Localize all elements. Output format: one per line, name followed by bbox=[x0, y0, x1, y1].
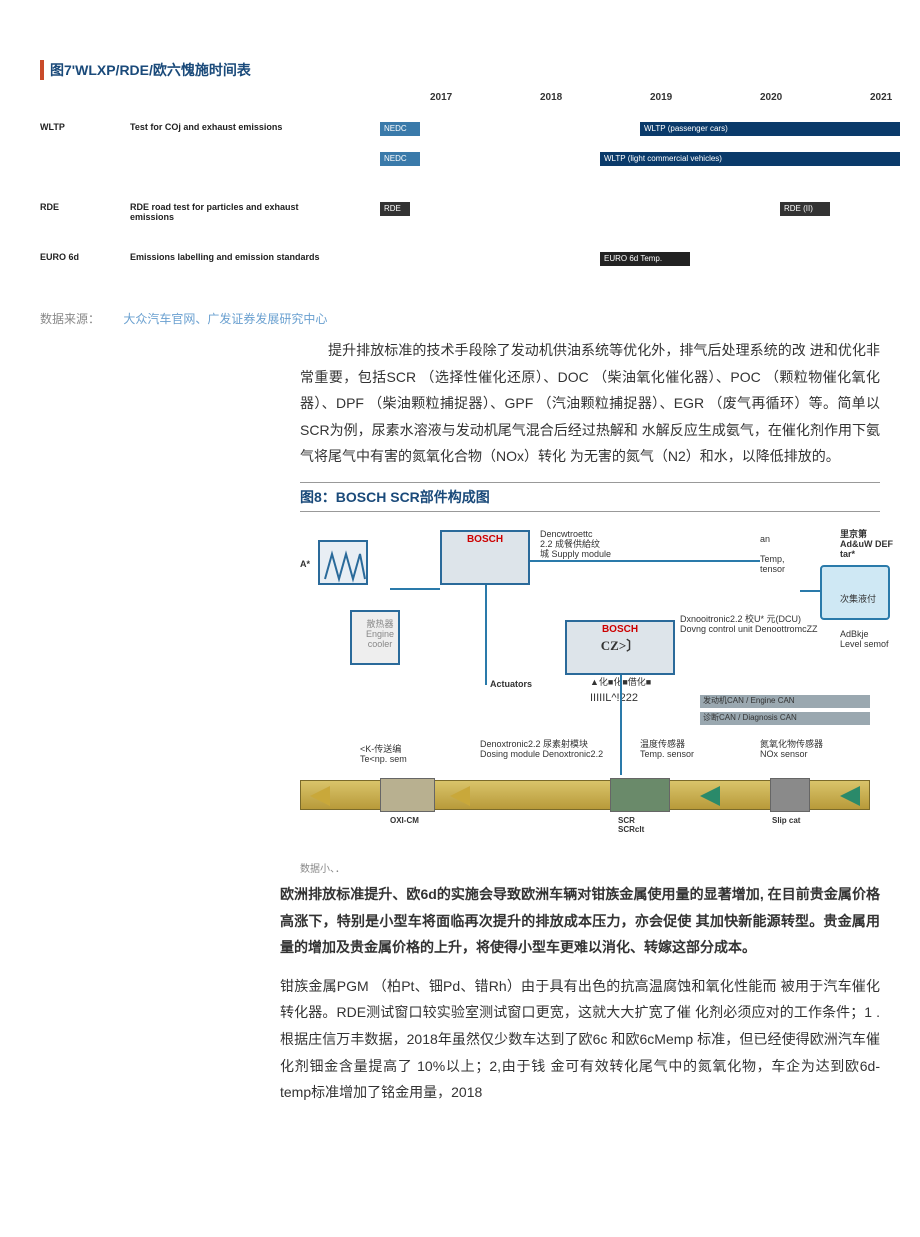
label-dosing: Denoxtronic2.2 尿素射模块Dosing module Denoxt… bbox=[480, 740, 620, 760]
row-label: WLTP bbox=[40, 122, 65, 132]
seg-label-slip: Slip cat bbox=[772, 816, 800, 825]
fig7-title: 图7'WLXP/RDE/欧六愧施时间表 bbox=[40, 60, 880, 80]
year-row: 2017 2018 2019 2020 2021 bbox=[40, 92, 880, 108]
label-nox-sensor: 氮氧化物传感器NOx sensor bbox=[760, 740, 870, 760]
timeline-bar: NEDC bbox=[380, 122, 420, 136]
row-label: EURO 6d bbox=[40, 252, 79, 262]
para2-text: 欧洲排放标准提升、欧6d的实施会导致欧洲车辆对钳族金属使用量的显著增加, 在目前… bbox=[280, 886, 880, 955]
timeline-bar: WLTP (light commercial vehicles) bbox=[600, 152, 900, 166]
fig7-timeline: 2017 2018 2019 2020 2021 WLTP Test for C… bbox=[40, 92, 880, 302]
seg-label-scr: SCRSCRclt bbox=[618, 816, 644, 834]
label-supply-module: Dencwtroettc2.2 成餐供給纹城 Supply module bbox=[540, 530, 630, 560]
fig7-source: 数据来源： 大众汽车官网、广发证券发展研究中心 bbox=[40, 310, 880, 327]
label-te-np: <K-传送编Te<np. sem bbox=[360, 745, 440, 765]
year-label: 2017 bbox=[430, 92, 452, 103]
fig8-title: 图8：BOSCH SCR部件构成图 bbox=[300, 482, 880, 512]
pipe-seg-oxi bbox=[380, 778, 435, 812]
timeline-bar: RDE (II) bbox=[780, 202, 830, 216]
label-actuators: Actuators bbox=[490, 680, 532, 690]
label-liqing: 里京第Ad&uW DEF tar* bbox=[840, 530, 910, 560]
bar-engine-can: 发动机CAN / Engine CAN bbox=[700, 695, 870, 708]
para1-text: 提升排放标准的技术手段除了发动机供油系统等优化外，排气后处理系统的改 进和优化非… bbox=[300, 342, 880, 464]
bosch-scr-diagram: A* BOSCH Dencwtroettc2.2 成餐供給纹城 Supply m… bbox=[300, 520, 880, 860]
box-sensor bbox=[318, 540, 368, 585]
timeline-bar: WLTP (passenger cars) bbox=[640, 122, 900, 136]
label-ciji: 次集液付 bbox=[840, 595, 910, 605]
timeline-bar: NEDC bbox=[380, 152, 420, 166]
para3-text: 钳族金属PGM （柏Pt、钿Pd、错Rh）由于具有出色的抗高温腐蚀和氧化性能而 … bbox=[280, 978, 880, 1100]
year-label: 2019 bbox=[650, 92, 672, 103]
row-desc: Test for COj and exhaust emissions bbox=[130, 122, 330, 132]
label-dcu: Dxnooitronic2.2 校U* 元(DCU)Dovng control … bbox=[680, 615, 830, 635]
fig8-caption: 数据小、． bbox=[300, 860, 880, 875]
label-adblue-level: AdBkjeLevel semof bbox=[840, 630, 910, 650]
year-label: 2021 bbox=[870, 92, 892, 103]
pipe-seg-scr bbox=[610, 778, 670, 812]
paragraph-3: 钳族金属PGM （柏Pt、钿Pd、错Rh）由于具有出色的抗高温腐蚀和氧化性能而 … bbox=[280, 973, 880, 1106]
bar-diag-can: 诊断CAN / Diagnosis CAN bbox=[700, 712, 870, 725]
year-label: 2018 bbox=[540, 92, 562, 103]
tank-adblue bbox=[820, 565, 890, 620]
row-desc: RDE road test for particles and exhaust … bbox=[130, 202, 330, 222]
label-cz: CZ>〕 bbox=[569, 635, 671, 654]
label-an: an bbox=[760, 535, 770, 545]
paragraph-1: 提升排放标准的技术手段除了发动机供油系统等优化外，排气后处理系统的改 进和优化非… bbox=[300, 337, 880, 470]
year-label: 2020 bbox=[760, 92, 782, 103]
seg-label-oxi: OXI-CM bbox=[390, 816, 419, 825]
source-value: 大众汽车官网、广发证券发展研究中心 bbox=[123, 312, 327, 326]
pipe-seg-slip bbox=[770, 778, 810, 812]
box-supply-module: BOSCH bbox=[440, 530, 530, 585]
source-label: 数据来源： bbox=[40, 312, 100, 326]
paragraph-2: 欧洲排放标准提升、欧6d的实施会导致欧洲车辆对钳族金属使用量的显著增加, 在目前… bbox=[280, 881, 880, 961]
label-engine-cooler: 散热器Engine cooler bbox=[355, 620, 405, 650]
row-desc: Emissions labelling and emission standar… bbox=[130, 252, 430, 262]
label-temp-tensor: Temp, tensor bbox=[760, 555, 810, 575]
row-label: RDE bbox=[40, 202, 59, 212]
timeline-bar: EURO 6d Temp. bbox=[600, 252, 690, 266]
label-temp-sensor: 温度传感器Temp. sensor bbox=[640, 740, 740, 760]
label-a-star: A* bbox=[300, 560, 310, 570]
timeline-bar: RDE bbox=[380, 202, 410, 216]
label-iiil: IIIIIL^!222 bbox=[590, 692, 638, 704]
box-dcu: BOSCH CZ>〕 bbox=[565, 620, 675, 675]
